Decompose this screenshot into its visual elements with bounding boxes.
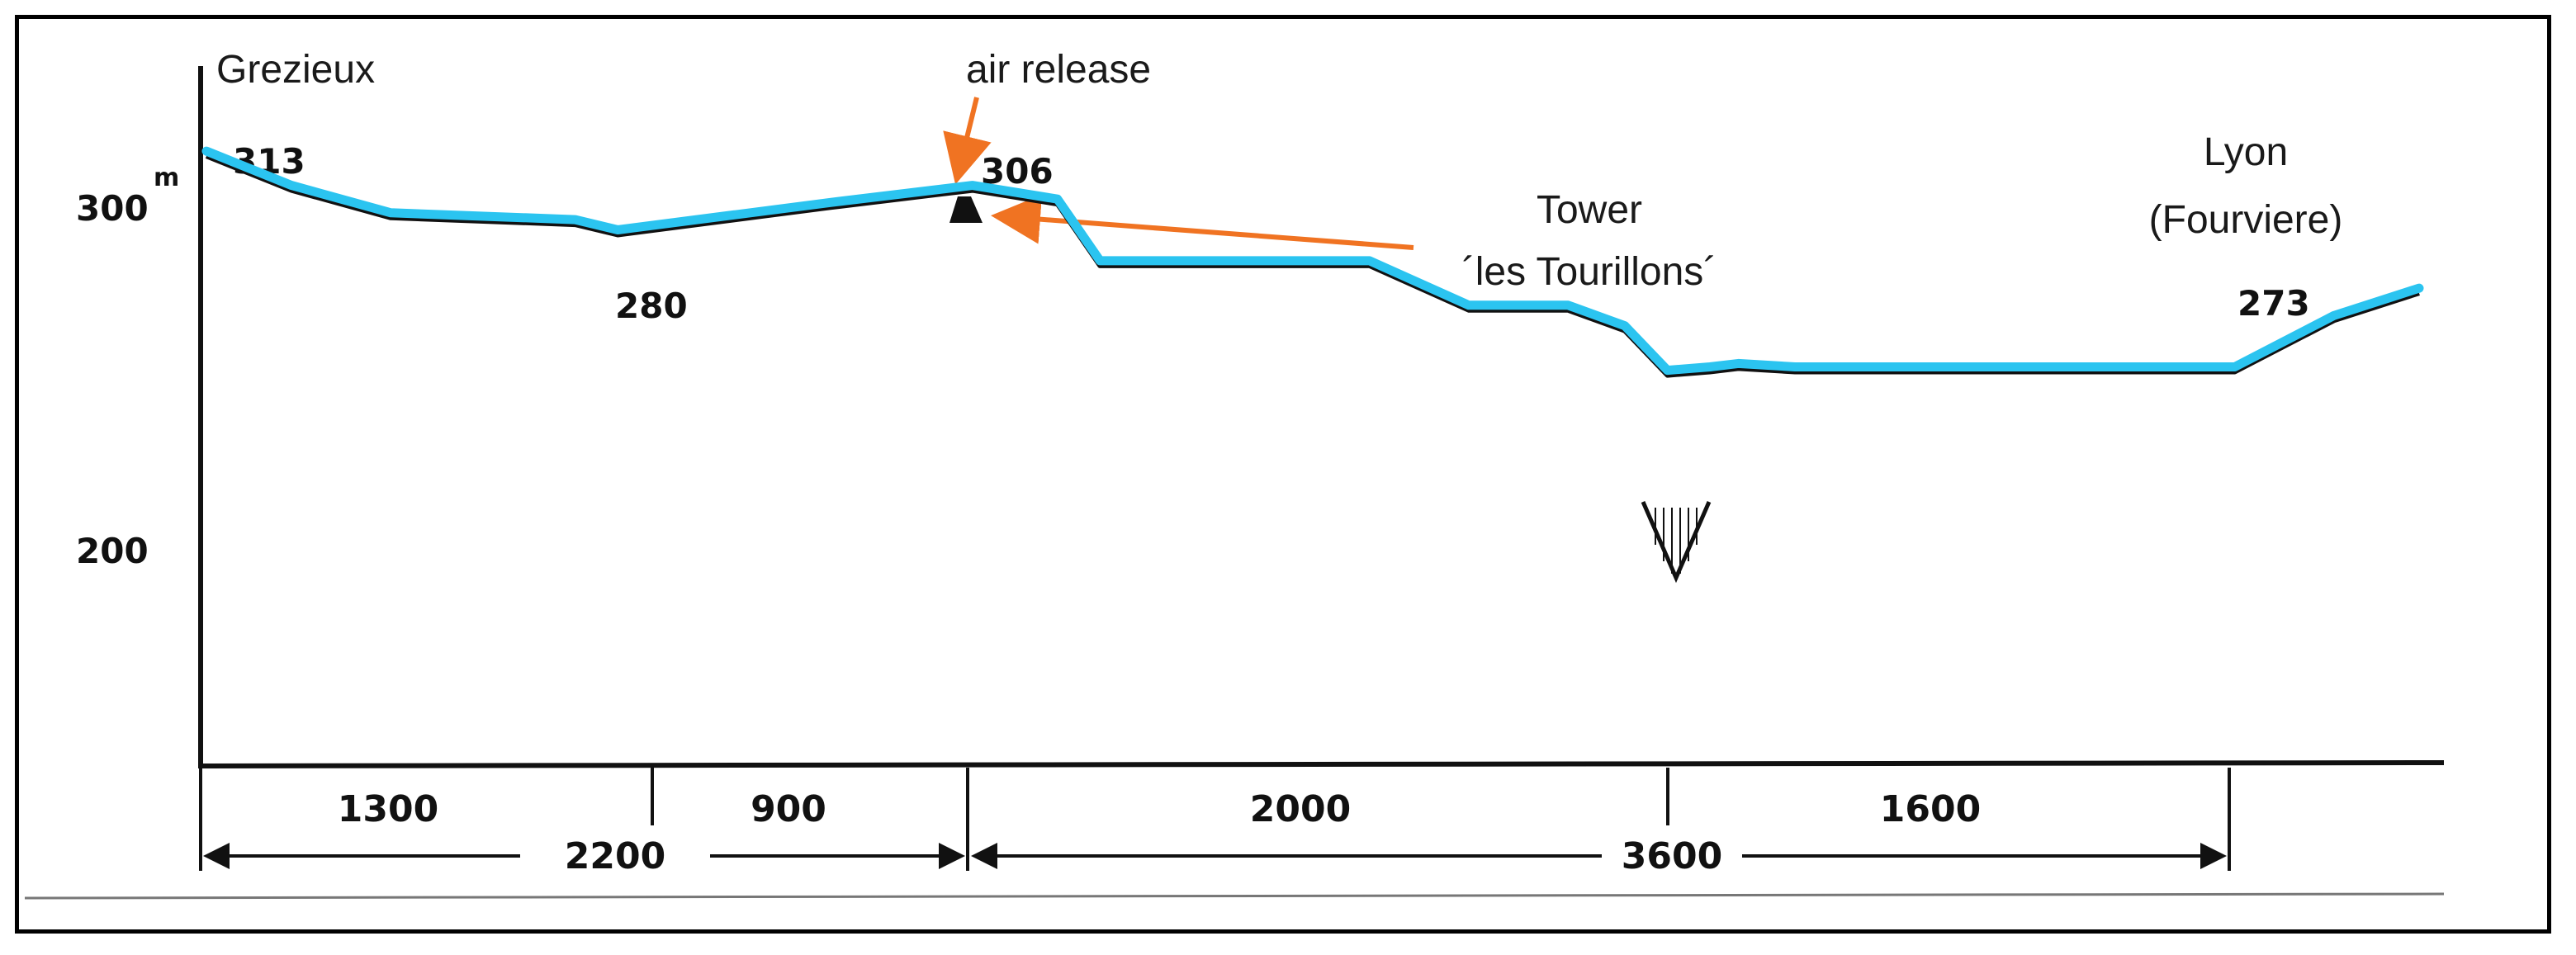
x-axis <box>197 760 2445 768</box>
distance-segment-2: 900 <box>751 788 826 830</box>
elevation-end: 273 <box>2237 283 2310 324</box>
figure-frame <box>15 15 2551 934</box>
tower-label-2: ´les Tourillons´ <box>1462 250 1717 294</box>
tower-hump <box>949 196 983 223</box>
y-unit: m <box>154 163 179 192</box>
distance-segment-1: 1300 <box>338 788 438 830</box>
valley-dip <box>1641 501 1712 584</box>
elevation-low: 280 <box>615 286 688 326</box>
start-place-label: Grezieux <box>216 48 375 92</box>
distance-total-1: 2200 <box>565 835 665 877</box>
distance-segment-3: 2000 <box>1250 788 1351 830</box>
y-tick-300: 300 <box>76 188 149 229</box>
base-rule <box>24 892 2445 900</box>
tower-arrow <box>991 194 1414 250</box>
tower-label-1: Tower <box>1537 188 1642 232</box>
air-release-label: air release <box>966 48 1151 92</box>
distance-segment-4: 1600 <box>1880 788 1981 830</box>
air-release-arrow <box>943 97 992 185</box>
distance-total-2: 3600 <box>1622 835 1722 877</box>
elevation-profile-line <box>201 146 2424 376</box>
profile-shadow-line <box>205 154 2420 378</box>
end-place-label-1: Lyon <box>2204 130 2288 174</box>
end-place-label-2: (Fourviere) <box>2149 198 2343 242</box>
y-tick-200: 200 <box>76 531 149 571</box>
